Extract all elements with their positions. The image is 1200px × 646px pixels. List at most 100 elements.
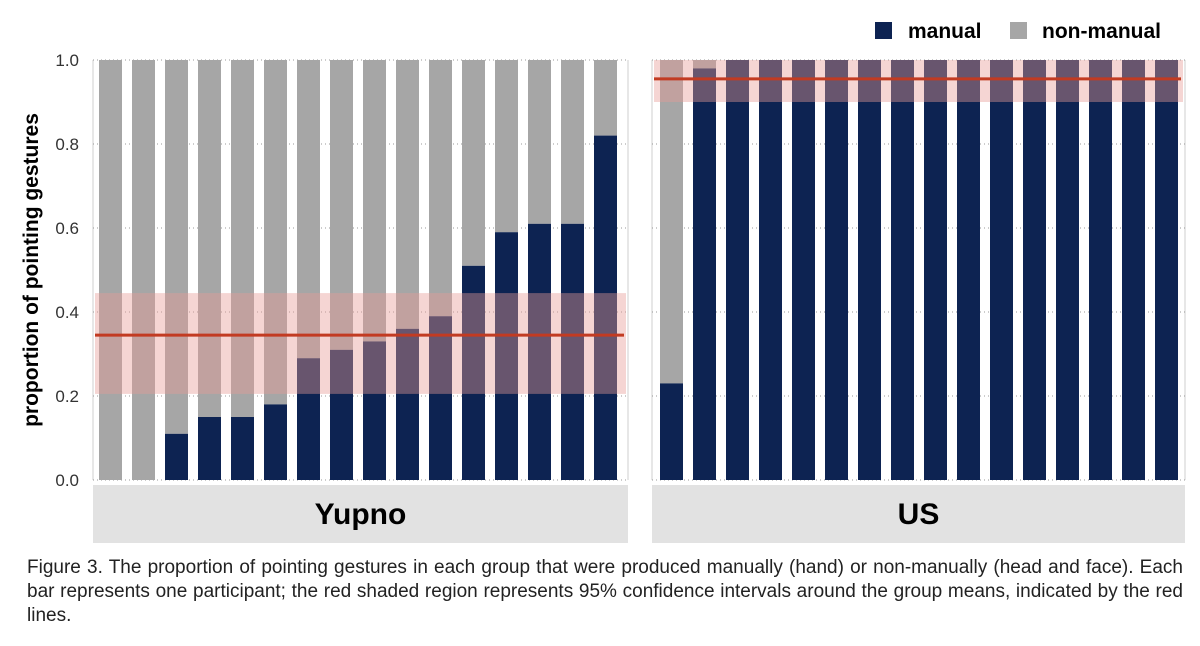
bar-segment-manual xyxy=(891,60,914,480)
participant-bar xyxy=(759,60,782,480)
bar-segment-non-manual xyxy=(330,60,353,350)
participant-bar xyxy=(924,60,947,480)
participant-bar xyxy=(1155,60,1178,480)
bar-segment-non-manual xyxy=(528,60,551,224)
legend-swatch-non-manual xyxy=(1010,22,1027,39)
group-label: Yupno xyxy=(315,498,407,531)
participant-bar xyxy=(594,60,617,480)
bar-segment-non-manual xyxy=(165,60,188,434)
participant-bar xyxy=(1089,60,1112,480)
bar-segment-manual xyxy=(330,349,353,480)
participant-bar xyxy=(429,60,452,480)
bar-segment-manual xyxy=(792,60,815,480)
bar-segment-manual xyxy=(1023,60,1046,480)
y-tick-label: 0.6 xyxy=(55,219,79,238)
bar-segment-manual xyxy=(528,223,551,481)
panel-us: US xyxy=(651,59,1186,543)
participant-bar xyxy=(561,60,584,481)
y-tick-label: 1.0 xyxy=(55,51,79,70)
bar-segment-manual xyxy=(363,341,386,480)
legend: manual non-manual xyxy=(875,20,1161,43)
y-tick-label: 0.2 xyxy=(55,387,79,406)
bar-segment-manual xyxy=(1155,60,1178,480)
participant-bar xyxy=(858,60,881,480)
group-label: US xyxy=(898,498,940,531)
participant-bar xyxy=(528,60,551,481)
bar-segment-manual xyxy=(1089,60,1112,480)
participant-bar xyxy=(462,60,485,480)
bar-segment-manual xyxy=(396,328,419,480)
bar-segment-manual xyxy=(561,223,584,481)
figure-caption: Figure 3. The proportion of pointing ges… xyxy=(27,557,1183,626)
bar-segment-non-manual xyxy=(297,60,320,359)
bar-segment-manual xyxy=(429,316,452,480)
bar-segment-manual xyxy=(858,60,881,480)
bar-segment-manual xyxy=(759,60,782,480)
participant-bar xyxy=(726,60,749,480)
bar-segment-manual xyxy=(825,60,848,480)
bar-segment-manual xyxy=(990,60,1013,480)
participant-bar xyxy=(891,60,914,480)
participant-bar xyxy=(660,60,683,480)
legend-label-manual: manual xyxy=(908,20,982,43)
participant-bar xyxy=(825,60,848,480)
legend-swatch-manual xyxy=(875,22,892,39)
y-tick-label: 0.4 xyxy=(55,303,79,322)
participant-bar xyxy=(396,60,419,480)
bar-segment-manual xyxy=(165,433,188,480)
participant-bar xyxy=(1122,60,1145,480)
confidence-interval-band xyxy=(95,293,626,394)
y-axis: 0.0 0.2 0.4 0.6 0.8 1.0 xyxy=(55,51,79,490)
bar-segment-manual xyxy=(594,135,617,480)
y-tick-label: 0.0 xyxy=(55,471,79,490)
bar-segment-non-manual xyxy=(429,60,452,317)
bar-segment-manual xyxy=(726,60,749,480)
bar-segment-non-manual xyxy=(561,60,584,224)
bar-segment-manual xyxy=(660,383,683,480)
bar-segment-non-manual xyxy=(264,60,287,405)
group-label-box xyxy=(93,485,628,543)
bar-segment-manual xyxy=(264,404,287,480)
bar-segment-manual xyxy=(924,60,947,480)
bar-segment-manual xyxy=(1056,60,1079,480)
participant-bar xyxy=(1056,60,1079,480)
bar-segment-manual xyxy=(297,358,320,480)
bar-segment-non-manual xyxy=(462,60,485,266)
participant-bar xyxy=(132,60,155,480)
participant-bar xyxy=(495,60,518,480)
bar-segment-non-manual xyxy=(198,60,221,417)
bar-segment-non-manual xyxy=(132,60,155,480)
bar-segment-non-manual xyxy=(495,60,518,233)
bar-segment-manual xyxy=(693,68,716,481)
bar-segment-non-manual xyxy=(693,60,716,69)
bar-segment-non-manual xyxy=(594,60,617,136)
participant-bar xyxy=(792,60,815,480)
y-axis-label: proportion of pointing gestures xyxy=(20,113,43,427)
legend-label-non-manual: non-manual xyxy=(1042,20,1161,43)
participant-bar xyxy=(99,60,122,480)
bar-segment-manual xyxy=(495,232,518,480)
participant-bar xyxy=(165,60,188,480)
group-label-box xyxy=(652,485,1185,543)
participant-bar xyxy=(693,60,716,481)
chart-panels: Yupno US xyxy=(92,59,1186,543)
participant-bar xyxy=(1023,60,1046,480)
bar-segment-non-manual xyxy=(396,60,419,329)
participant-bar xyxy=(363,60,386,480)
bar-segment-non-manual xyxy=(99,60,122,480)
pointing-gestures-chart: 0.0 0.2 0.4 0.6 0.8 1.0 proportion of pointin… xyxy=(20,20,1186,543)
confidence-interval-band xyxy=(654,60,1183,102)
bar-segment-non-manual xyxy=(363,60,386,342)
bar-segment-non-manual xyxy=(231,60,254,417)
bar-segment-non-manual xyxy=(660,60,683,384)
bar-segment-manual xyxy=(1122,60,1145,480)
panel-yupno: Yupno xyxy=(92,59,629,543)
bar-segment-manual xyxy=(462,265,485,480)
participant-bar xyxy=(990,60,1013,480)
participant-bar xyxy=(231,60,254,480)
participant-bar xyxy=(330,60,353,480)
participant-bar xyxy=(198,60,221,480)
bar-segment-manual xyxy=(231,417,254,480)
bar-segment-manual xyxy=(957,60,980,480)
participant-bar xyxy=(957,60,980,480)
